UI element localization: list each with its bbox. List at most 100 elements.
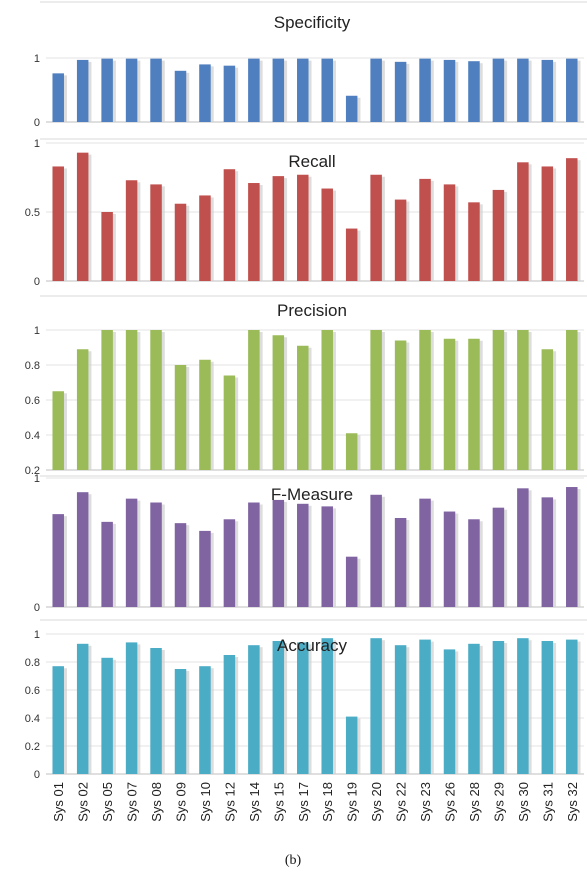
y-tick-label: 0 [34, 117, 40, 129]
bar [272, 499, 285, 607]
bar [321, 330, 333, 470]
y-tick-label: 1 [34, 473, 40, 485]
y-tick-label: 0.8 [25, 360, 40, 372]
bar [443, 511, 456, 607]
bar [492, 189, 505, 281]
bar [174, 523, 187, 607]
bar [297, 345, 309, 470]
x-tick-label: Sys 14 [247, 782, 262, 822]
chart-title: Specificity [274, 13, 351, 32]
bar [150, 648, 162, 774]
bar [76, 643, 89, 774]
bar [370, 330, 382, 470]
bar [345, 556, 358, 607]
bar [517, 330, 529, 470]
bar [150, 58, 162, 122]
bar [223, 519, 236, 607]
x-tick-label: Sys 01 [51, 782, 66, 822]
bar [125, 642, 138, 774]
bar [101, 657, 113, 774]
bar [370, 638, 382, 774]
bar [541, 59, 554, 122]
x-tick-label: Sys 08 [149, 782, 164, 822]
bar [443, 338, 456, 470]
x-tick-label: Sys 18 [320, 782, 335, 822]
bar [52, 166, 64, 281]
bar [223, 375, 236, 470]
bar [541, 349, 554, 470]
x-tick-label: Sys 29 [491, 782, 506, 822]
bar [321, 638, 333, 774]
bar [345, 228, 358, 281]
bar [419, 498, 431, 607]
figure-caption: (b) [285, 853, 302, 868]
bar [150, 330, 162, 470]
x-tick-label: Sys 19 [345, 782, 360, 822]
y-tick-label: 1 [34, 629, 40, 641]
x-tick-label: Sys 15 [271, 782, 286, 822]
x-tick-label: Sys 31 [540, 782, 555, 822]
bar [174, 203, 187, 281]
x-tick-label: Sys 12 [222, 782, 237, 822]
chart-panel-2: 0 0.5 1 Recall [25, 138, 587, 288]
bar [125, 58, 138, 122]
chart-panel-4: 0 1 F-Measure [34, 473, 587, 614]
bar [443, 59, 456, 122]
y-tick-label: 1 [34, 325, 40, 337]
y-tick-label: 0 [34, 769, 40, 781]
bar [443, 649, 456, 774]
y-tick-label: 0.6 [25, 395, 40, 407]
bar [125, 498, 138, 607]
bar [76, 349, 89, 470]
bar [517, 638, 529, 774]
x-tick-label: Sys 05 [100, 782, 115, 822]
bar [76, 492, 89, 607]
bar [150, 184, 162, 281]
y-tick-label: 1 [34, 53, 40, 65]
chart-panel-5: 0 0.2 0.4 0.6 0.8 1 Accuracy Sys 01 Sys 02 Sys 05… [25, 619, 587, 822]
bar [394, 340, 407, 470]
x-tick-label: Sys 10 [198, 782, 213, 822]
bar [199, 64, 211, 122]
bar [248, 502, 260, 607]
bar [174, 365, 187, 470]
bar [468, 61, 480, 122]
x-tick-label: Sys 30 [516, 782, 531, 822]
x-tick-label: Sys 22 [394, 782, 409, 822]
bar [223, 169, 236, 281]
bar [174, 669, 187, 774]
bar [394, 645, 407, 774]
bar [541, 497, 554, 607]
bar [101, 58, 113, 122]
bar [566, 639, 578, 774]
bar [297, 503, 309, 607]
bar [297, 174, 309, 281]
chart-title: Precision [277, 301, 347, 320]
bar [76, 59, 89, 122]
chart-title: Accuracy [277, 636, 347, 655]
y-tick-label: 1 [34, 138, 40, 150]
bar [223, 655, 236, 774]
bar [101, 521, 113, 607]
bar [492, 330, 505, 470]
bar [468, 338, 480, 470]
bar [272, 335, 285, 470]
bar [566, 330, 578, 470]
x-tick-label: Sys 07 [125, 782, 140, 822]
bar [517, 58, 529, 122]
bar [52, 391, 64, 470]
y-tick-label: 0.4 [25, 713, 40, 725]
bar [370, 58, 382, 122]
bar [248, 645, 260, 774]
bar [345, 95, 358, 122]
chart-title: F-Measure [271, 485, 353, 504]
bar [468, 202, 480, 281]
y-tick-label: 0 [34, 276, 40, 288]
bar [394, 517, 407, 607]
bar [125, 330, 138, 470]
bar [370, 494, 382, 607]
bar [174, 70, 187, 122]
bar [345, 716, 358, 774]
bar [297, 642, 309, 774]
bar [101, 212, 113, 281]
